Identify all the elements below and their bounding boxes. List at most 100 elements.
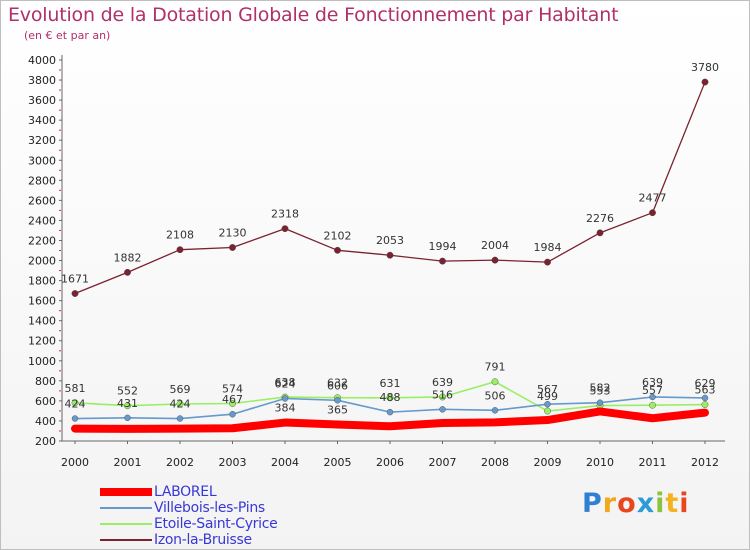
data-label-laborel: 365	[327, 403, 348, 416]
y-tick-label: 1000	[28, 355, 56, 368]
data-point-izon-la-bruisse	[334, 246, 341, 254]
logo-letter: P	[582, 488, 603, 519]
legend-swatch-villebois-les-pins	[100, 507, 152, 509]
x-tick-label: 2010	[586, 456, 614, 469]
data-point-izon-la-bruisse	[176, 246, 184, 254]
legend-swatch-izon-la-bruisse	[100, 539, 152, 541]
data-point-villebois-les-pins	[596, 399, 604, 406]
x-tick-label: 2009	[534, 456, 562, 469]
data-label-villebois-les-pins: 629	[695, 377, 716, 390]
data-label-villebois-les-pins: 431	[117, 397, 138, 410]
x-tick-label: 2012	[691, 456, 719, 469]
x-tick-label: 2000	[61, 456, 89, 469]
data-label-etoile-saint-cyrice: 791	[485, 361, 506, 374]
y-tick-label: 600	[35, 395, 56, 408]
data-point-villebois-les-pins	[701, 394, 709, 402]
data-label-izon-la-bruisse: 2102	[324, 229, 352, 242]
y-tick-label: 2800	[28, 174, 56, 187]
data-label-etoile-saint-cyrice: 631	[380, 377, 401, 390]
x-tick-label: 2006	[376, 456, 404, 469]
data-point-izon-la-bruisse	[544, 258, 551, 266]
y-tick-label: 3800	[28, 74, 56, 87]
data-label-villebois-les-pins: 506	[485, 389, 506, 402]
data-point-izon-la-bruisse	[229, 244, 236, 251]
data-label-izon-la-bruisse: 2108	[166, 229, 194, 242]
data-label-villebois-les-pins: 606	[327, 379, 348, 392]
data-label-izon-la-bruisse: 2053	[376, 234, 404, 247]
data-label-izon-la-bruisse: 2318	[271, 208, 299, 221]
data-label-villebois-les-pins: 567	[537, 383, 558, 396]
data-label-etoile-saint-cyrice: 553	[590, 385, 611, 398]
data-point-izon-la-bruisse	[649, 209, 656, 217]
y-tick-label: 200	[35, 435, 56, 448]
data-label-villebois-les-pins: 424	[65, 398, 86, 411]
series-line-laborel	[71, 407, 709, 433]
data-label-villebois-les-pins: 639	[642, 376, 663, 389]
y-tick-label: 2400	[28, 214, 56, 227]
y-tick-label: 1600	[28, 295, 56, 308]
data-label-izon-la-bruisse: 2004	[481, 239, 509, 252]
data-point-etoile-saint-cyrice	[71, 399, 79, 407]
y-tick-label: 1400	[28, 315, 56, 328]
y-tick-label: 3400	[28, 114, 56, 127]
data-point-etoile-saint-cyrice	[439, 393, 446, 401]
data-point-villebois-les-pins	[491, 407, 499, 414]
logo-letter: i	[655, 488, 666, 519]
data-label-etoile-saint-cyrice: 499	[537, 390, 558, 403]
data-label-etoile-saint-cyrice: 638	[275, 376, 296, 389]
data-label-izon-la-bruisse: 1671	[61, 273, 89, 286]
logo-letter: t	[665, 488, 680, 519]
data-label-izon-la-bruisse: 2276	[586, 212, 614, 225]
data-label-etoile-saint-cyrice: 639	[432, 376, 453, 389]
data-label-villebois-les-pins: 582	[590, 382, 611, 395]
data-point-etoile-saint-cyrice	[229, 400, 236, 407]
proxiti-logo: Proxiti	[582, 488, 690, 519]
data-label-etoile-saint-cyrice: 557	[642, 384, 663, 397]
logo-letter: r	[602, 488, 618, 519]
data-label-etoile-saint-cyrice: 563	[695, 384, 716, 397]
y-tick-label: 1200	[28, 335, 56, 348]
data-label-etoile-saint-cyrice: 552	[117, 385, 138, 398]
legend-label-etoile-saint-cyrice: Etoile-Saint-Cyrice	[154, 516, 278, 532]
data-point-izon-la-bruisse	[124, 268, 131, 276]
legend-label-izon-la-bruisse: Izon-la-Bruisse	[154, 532, 252, 548]
data-label-laborel: 384	[275, 402, 296, 415]
y-tick-label: 2200	[28, 234, 56, 247]
y-tick-label: 3200	[28, 134, 56, 147]
x-tick-label: 2001	[114, 456, 142, 469]
data-label-villebois-les-pins: 467	[222, 393, 243, 406]
data-label-izon-la-bruisse: 1984	[534, 241, 562, 254]
data-point-villebois-les-pins	[176, 415, 184, 422]
data-point-villebois-les-pins	[334, 397, 341, 404]
data-point-izon-la-bruisse	[701, 78, 709, 86]
x-tick-label: 2003	[219, 456, 247, 469]
data-point-etoile-saint-cyrice	[386, 394, 394, 402]
data-label-izon-la-bruisse: 3780	[691, 61, 719, 74]
legend-swatch-etoile-saint-cyrice	[100, 523, 152, 525]
data-point-etoile-saint-cyrice	[176, 400, 184, 408]
x-tick-label: 2005	[324, 456, 352, 469]
y-tick-label: 3600	[28, 94, 56, 107]
data-point-villebois-les-pins	[386, 408, 394, 416]
data-label-villebois-les-pins: 424	[170, 398, 191, 411]
data-label-villebois-les-pins: 488	[380, 391, 401, 404]
data-label-izon-la-bruisse: 1994	[429, 240, 457, 253]
data-point-etoile-saint-cyrice	[491, 378, 499, 386]
data-label-etoile-saint-cyrice: 632	[327, 377, 348, 390]
data-point-villebois-les-pins	[281, 395, 289, 402]
legend-label-villebois-les-pins: Villebois-les-Pins	[154, 500, 265, 516]
legend-label-laborel: LABOREL	[154, 484, 217, 500]
data-point-izon-la-bruisse	[439, 257, 446, 265]
y-tick-label: 800	[35, 375, 56, 388]
data-point-etoile-saint-cyrice	[701, 401, 709, 409]
data-label-villebois-les-pins: 624	[275, 377, 296, 390]
data-label-etoile-saint-cyrice: 569	[170, 383, 191, 396]
data-point-etoile-saint-cyrice	[649, 401, 656, 409]
data-label-izon-la-bruisse: 2477	[639, 192, 667, 205]
y-tick-label: 3000	[28, 154, 56, 167]
data-point-villebois-les-pins	[439, 406, 446, 413]
data-label-izon-la-bruisse: 1882	[114, 251, 142, 264]
logo-letter: o	[617, 488, 637, 519]
data-label-etoile-saint-cyrice: 581	[65, 382, 86, 395]
